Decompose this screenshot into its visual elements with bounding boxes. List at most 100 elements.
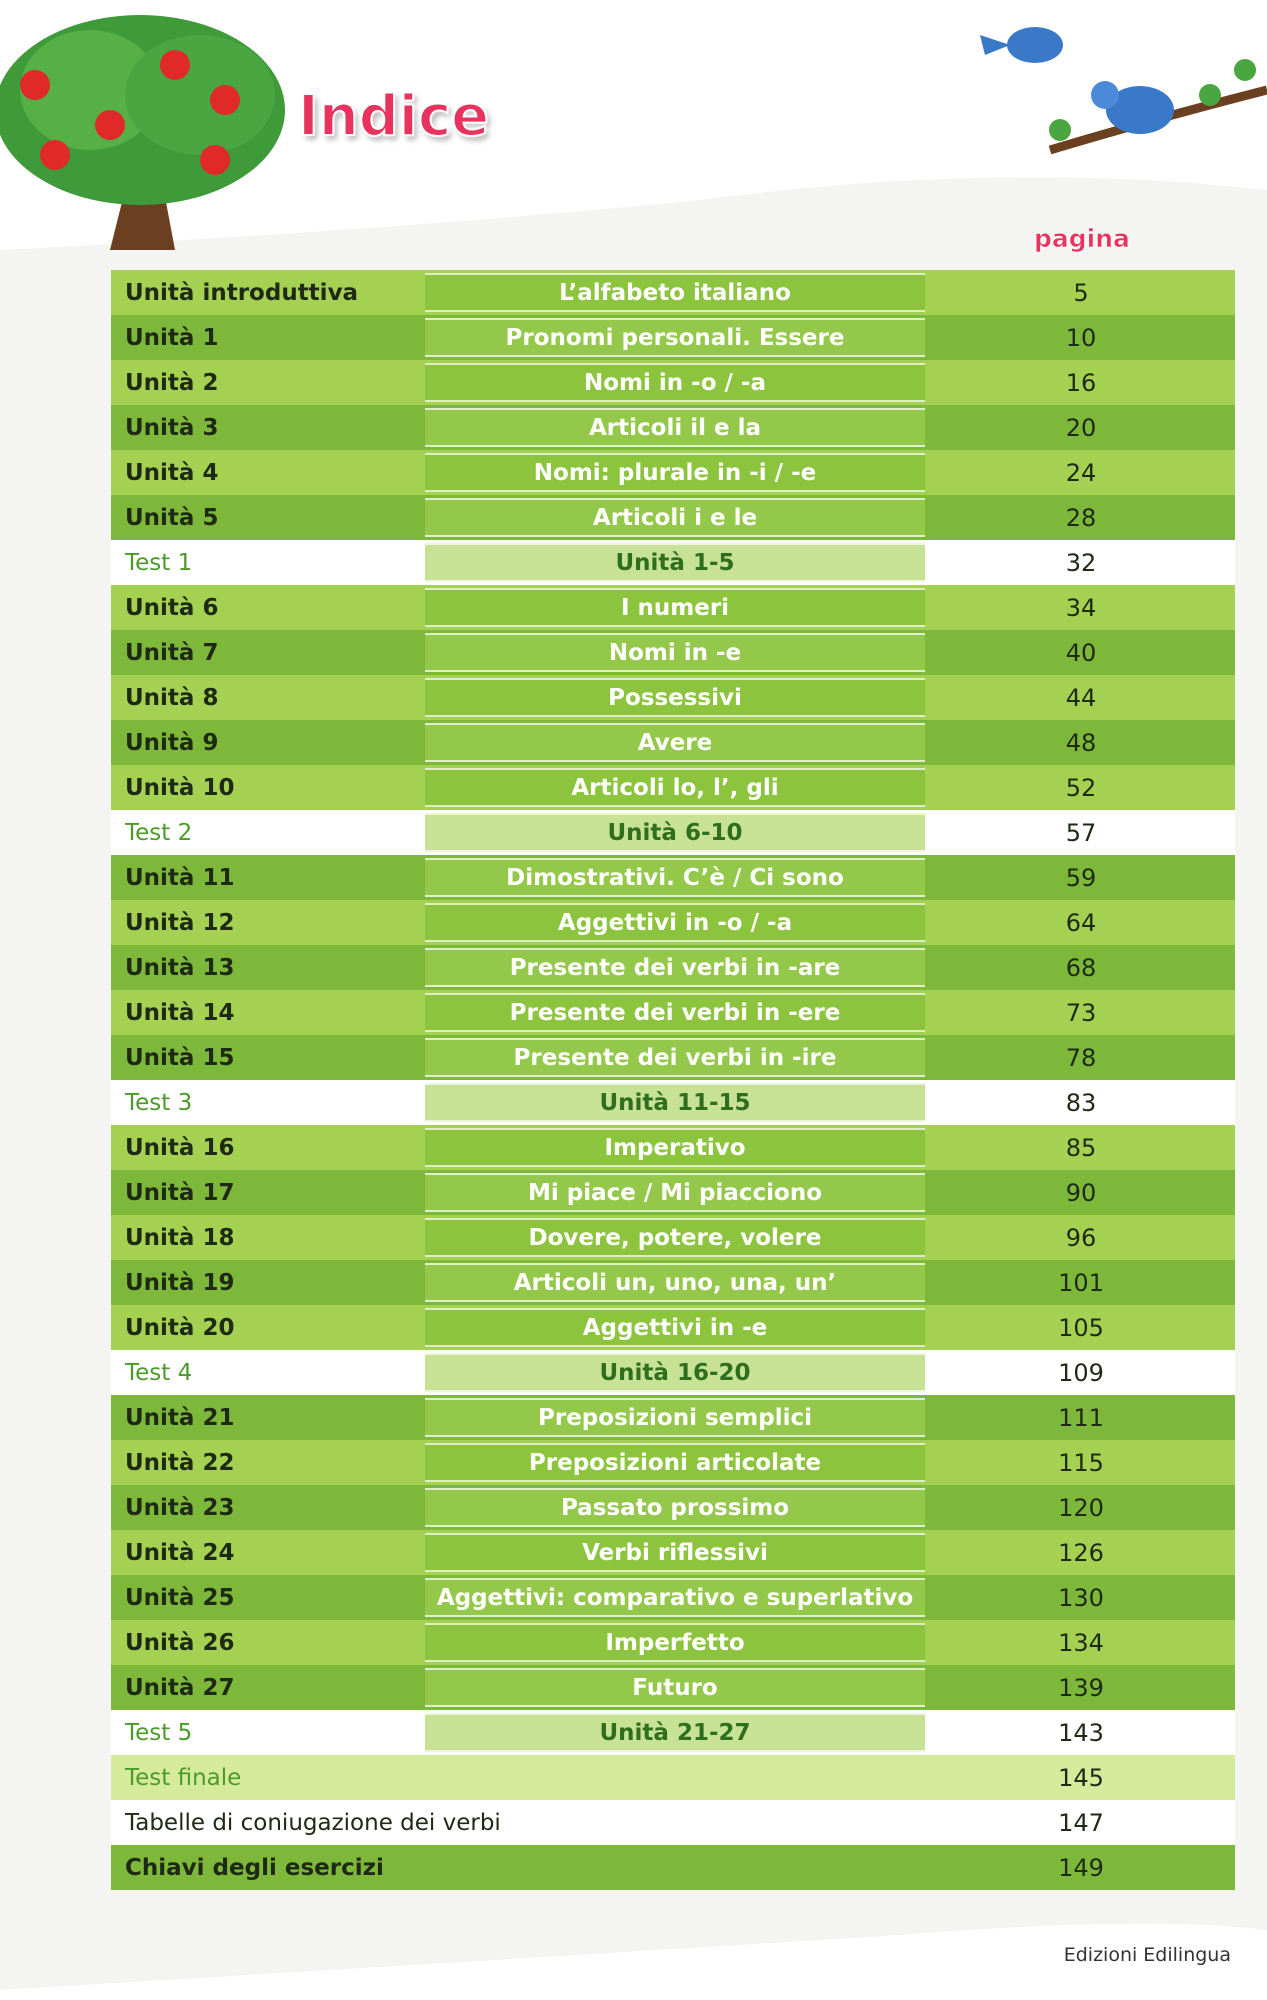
- toc-row: Test 2 Unità 6-10 57: [111, 810, 1235, 855]
- row-topic: I numeri: [425, 588, 925, 627]
- row-page: 130: [1058, 1583, 1104, 1612]
- row-page: 64: [1065, 908, 1097, 937]
- row-label: Unità 5: [125, 504, 219, 531]
- toc-row: Test 3 Unità 11-15 83: [111, 1080, 1235, 1125]
- row-label: Unità 12: [125, 909, 235, 936]
- row-topic: Presente dei verbi in -ire: [425, 1038, 925, 1077]
- row-topic: Dimostrativi. C’è / Ci sono: [425, 858, 925, 897]
- row-label: Unità 8: [125, 684, 219, 711]
- row-topic: Unità 1-5: [425, 543, 925, 582]
- row-page: 5: [1073, 278, 1089, 307]
- row-page: 120: [1058, 1493, 1104, 1522]
- row-label: Unità 14: [125, 999, 235, 1026]
- row-label: Test 1: [125, 549, 193, 576]
- row-topic: L’alfabeto italiano: [425, 273, 925, 312]
- toc-row: Unità 2 Nomi in -o / -a 16: [111, 360, 1235, 405]
- toc-row: Unità 1 Pronomi personali. Essere 10: [111, 315, 1235, 360]
- toc-row: Unità 4 Nomi: plurale in -i / -e 24: [111, 450, 1235, 495]
- footer-band: [0, 1923, 1267, 2000]
- row-topic: Pronomi personali. Essere: [425, 318, 925, 357]
- row-topic: Unità 6-10: [425, 813, 925, 852]
- row-page: 111: [1058, 1403, 1104, 1432]
- row-page: 16: [1065, 368, 1097, 397]
- toc-row: Unità 25 Aggettivi: comparativo e superla…: [111, 1575, 1235, 1620]
- toc-row: Chiavi degli esercizi 149: [111, 1845, 1235, 1890]
- row-page: 139: [1058, 1673, 1104, 1702]
- row-page: 20: [1065, 413, 1097, 442]
- row-topic: Unità 16-20: [425, 1353, 925, 1392]
- row-page: 96: [1065, 1223, 1097, 1252]
- toc-row: Unità 8 Possessivi 44: [111, 675, 1235, 720]
- row-label: Unità 21: [125, 1404, 235, 1431]
- row-label: Test 5: [125, 1719, 193, 1746]
- row-page: 147: [1058, 1808, 1104, 1837]
- row-page: 32: [1065, 548, 1097, 577]
- row-label: Unità 18: [125, 1224, 235, 1251]
- toc-row: Unità 23 Passato prossimo 120: [111, 1485, 1235, 1530]
- toc-row: Unità introduttiva L’alfabeto italiano 5: [111, 270, 1235, 315]
- row-page: 59: [1065, 863, 1097, 892]
- toc-row: Test 1 Unità 1-5 32: [111, 540, 1235, 585]
- birds: [980, 27, 1267, 155]
- row-page: 48: [1065, 728, 1097, 757]
- row-label: Unità 9: [125, 729, 219, 756]
- title: Indice: [297, 83, 490, 150]
- row-label: Unità 11: [125, 864, 235, 891]
- row-topic: Preposizioni semplici: [425, 1398, 925, 1437]
- row-topic: Articoli i e le: [425, 498, 925, 537]
- toc-row: Unità 9 Avere 48: [111, 720, 1235, 765]
- row-label: Unità 2: [125, 369, 219, 396]
- toc-row: Unità 20 Aggettivi in -e 105: [111, 1305, 1235, 1350]
- row-page: 105: [1058, 1313, 1104, 1342]
- row-page: 115: [1058, 1448, 1104, 1477]
- row-label: Test finale: [125, 1764, 242, 1791]
- row-page: 52: [1065, 773, 1097, 802]
- row-topic: Imperativo: [425, 1128, 925, 1167]
- row-topic: Avere: [425, 723, 925, 762]
- row-topic: Aggettivi: comparativo e superlativo: [425, 1578, 925, 1617]
- row-topic: Articoli il e la: [425, 408, 925, 447]
- row-label: Tabelle di coniugazione dei verbi: [125, 1809, 501, 1836]
- toc-row: Unità 12 Aggettivi in -o / -a 64: [111, 900, 1235, 945]
- row-page: 10: [1065, 323, 1097, 352]
- row-page: 126: [1058, 1538, 1104, 1567]
- row-page: 109: [1058, 1358, 1104, 1387]
- toc-row: Unità 26 Imperfetto 134: [111, 1620, 1235, 1665]
- row-topic: Passato prossimo: [425, 1488, 925, 1527]
- row-label: Unità 27: [125, 1674, 235, 1701]
- row-label: Unità 19: [125, 1269, 235, 1296]
- toc-row: Unità 14 Presente dei verbi in -ere 73: [111, 990, 1235, 1035]
- row-label: Unità 25: [125, 1584, 235, 1611]
- row-topic: Presente dei verbi in -ere: [425, 993, 925, 1032]
- toc-row: Unità 7 Nomi in -e 40: [111, 630, 1235, 675]
- toc-row: Test 5 Unità 21-27 143: [111, 1710, 1235, 1755]
- row-topic: Verbi riflessivi: [425, 1533, 925, 1572]
- toc-row: Unità 27 Futuro 139: [111, 1665, 1235, 1710]
- row-page: 40: [1065, 638, 1097, 667]
- row-topic: Articoli lo, l’, gli: [425, 768, 925, 807]
- row-topic: Nomi in -o / -a: [425, 363, 925, 402]
- row-topic: Articoli un, uno, una, un’: [425, 1263, 925, 1302]
- row-page: 149: [1058, 1853, 1104, 1882]
- row-page: 134: [1058, 1628, 1104, 1657]
- row-label: Chiavi degli esercizi: [125, 1854, 384, 1881]
- toc-row: Unità 3 Articoli il e la 20: [111, 405, 1235, 450]
- row-topic: Aggettivi in -e: [425, 1308, 925, 1347]
- row-label: Unità 22: [125, 1449, 235, 1476]
- row-page: 145: [1058, 1763, 1104, 1792]
- row-page: 83: [1065, 1088, 1097, 1117]
- row-page: 68: [1065, 953, 1097, 982]
- row-page: 57: [1065, 818, 1097, 847]
- toc-row: Unità 16 Imperativo 85: [111, 1125, 1235, 1170]
- toc-table: Unità introduttiva L’alfabeto italiano 5 Un…: [111, 270, 1235, 1890]
- row-topic: Aggettivi in -o / -a: [425, 903, 925, 942]
- row-page: 143: [1058, 1718, 1104, 1747]
- row-page: 34: [1065, 593, 1097, 622]
- row-label: Unità 3: [125, 414, 219, 441]
- row-page: 28: [1065, 503, 1097, 532]
- row-topic: Possessivi: [425, 678, 925, 717]
- toc-row: Test finale 145: [111, 1755, 1235, 1800]
- toc-row: Unità 15 Presente dei verbi in -ire 78: [111, 1035, 1235, 1080]
